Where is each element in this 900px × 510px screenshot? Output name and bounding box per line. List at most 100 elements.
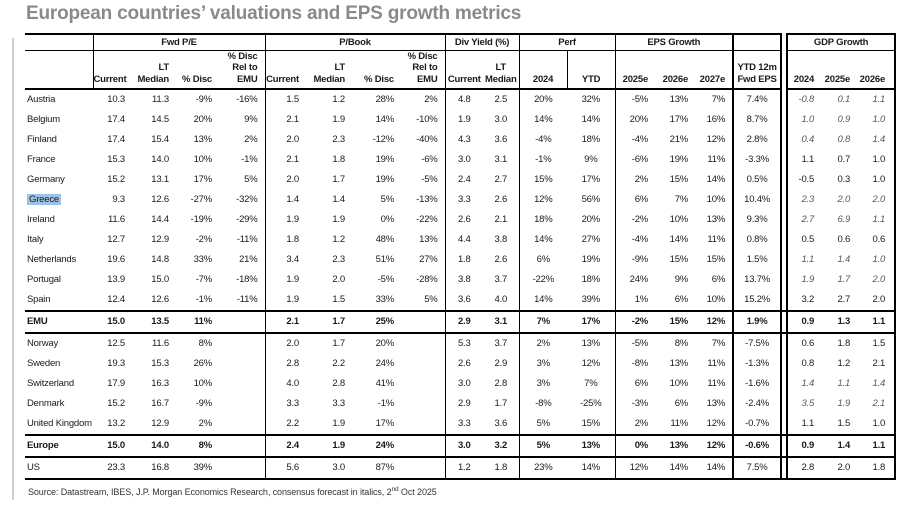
p-book-current: 2.1 — [265, 310, 311, 335]
fwd-pe-disc: -19% — [190, 214, 213, 226]
p-book-lt-median: 1.2 — [332, 234, 345, 246]
p-book-disc-rel-emu — [401, 310, 446, 335]
eps-growth-2026e: 6% — [674, 294, 689, 306]
country: Ireland — [27, 214, 55, 226]
fwd-pe-disc: 2% — [198, 418, 213, 430]
fwd-pe-disc-rel-emu: 9% — [219, 110, 266, 131]
eps-growth-2026e: 13% — [669, 94, 689, 106]
eps-growth-2026e: 10% — [669, 378, 689, 390]
fwd-pe-disc-rel-emu — [219, 394, 266, 415]
perf-ytd: 14% — [567, 110, 616, 131]
gdp-2024: 3.5 — [786, 394, 824, 415]
table-row-italy: Italy 12.7 12.9 -2% -11% 1.8 1.2 48% 13% 4.4 3.8 14… — [25, 230, 897, 251]
gdp-2024: 1.9 — [786, 270, 824, 291]
subheader-gdp-2024: 2024 — [786, 50, 824, 91]
eps-growth-2027e: 15% — [695, 250, 735, 271]
eps-growth-2026e: 15% — [669, 174, 689, 186]
eps-growth-2026e: 15% — [669, 254, 689, 266]
country: Germany — [27, 174, 65, 186]
subheader-fwdpe-lt-median: LT Median — [137, 50, 181, 91]
perf-ytd: 15% — [567, 414, 616, 436]
fwd-pe-current: 15.0 — [93, 434, 137, 459]
eps-growth-2027e: 14% — [695, 170, 735, 191]
div-yield-current: 2.6 — [457, 358, 471, 370]
perf-ytd: 56% — [567, 190, 616, 211]
perf-2024: 14% — [534, 294, 553, 306]
table-row-belgium: Belgium 17.4 14.5 20% 9% 2.1 1.9 14% -10% 1.9 3.0 1… — [25, 110, 897, 131]
table-row-us: US 23.3 16.8 39% 5.6 3.0 87% 1.2 1.8 23% 14% 12% 14%… — [25, 456, 897, 481]
eps-growth-2027e: 10% — [695, 290, 735, 312]
div-yield-current: 1.8 — [457, 254, 471, 266]
p-book-current: 4.0 — [286, 378, 299, 390]
eps-growth-2026e: 19% — [669, 154, 689, 166]
perf-2024: 2% — [519, 332, 568, 355]
div-yield-lt-median: 2.6 — [483, 250, 520, 271]
p-book-disc: 41% — [375, 378, 395, 390]
ytd-12m-fwd-eps: -7.5% — [733, 332, 783, 355]
gdp-2024: 0.5 — [786, 230, 824, 251]
fwd-pe-lt-median: 16.7 — [151, 398, 169, 410]
group-header-div-yield: Div Yield (%) — [445, 33, 520, 51]
fwd-pe-lt-median: 14.0 — [137, 434, 181, 459]
source-note: Source: Datastream, IBES, J.P. Morgan Ec… — [28, 486, 437, 497]
fwd-pe-lt-median: 11.3 — [152, 94, 169, 106]
subheader-ytd-12m-fwd-eps: YTD 12m Fwd EPS — [733, 50, 783, 91]
div-yield-current: 2.4 — [457, 174, 471, 186]
perf-2024: 14% — [534, 114, 553, 126]
div-yield-lt-median: 3.1 — [483, 150, 520, 171]
gdp-2026e: 0.6 — [859, 230, 897, 251]
div-yield-lt-median: 3.8 — [483, 230, 520, 251]
eps-growth-2025e: -8% — [631, 358, 649, 370]
country: Switzerland — [27, 378, 74, 390]
p-book-disc-rel-emu: -10% — [401, 110, 446, 131]
gdp-2024: 0.6 — [786, 332, 824, 355]
div-yield-current: 4.8 — [457, 94, 471, 106]
gdp-2025e: 0.3 — [837, 174, 851, 186]
country: Austria — [27, 94, 56, 106]
fwd-pe-disc-rel-emu — [219, 456, 266, 481]
eps-growth-2026e: 9% — [674, 274, 689, 286]
fwd-pe-disc: 26% — [193, 358, 213, 370]
perf-ytd: 14% — [567, 456, 616, 481]
div-yield-lt-median: 2.6 — [483, 190, 520, 211]
p-book-current: 2.0 — [286, 134, 299, 146]
fwd-pe-lt-median: 16.8 — [137, 456, 181, 481]
div-yield-lt-median: 3.6 — [483, 414, 520, 436]
table-row-denmark: Denmark 15.2 16.7 -9% 3.3 3.3 -1% 2.9 1.7 -8% -25%… — [25, 394, 897, 415]
perf-ytd: 17% — [567, 310, 616, 335]
fwd-pe-current: 12.5 — [93, 332, 137, 355]
perf-2024: 3% — [536, 358, 551, 370]
perf-ytd: 39% — [567, 290, 616, 312]
eps-growth-2025e: 0% — [615, 434, 656, 459]
p-book-disc: 24% — [357, 434, 401, 459]
country: Italy — [27, 234, 44, 246]
ytd-12m-fwd-eps: 0.8% — [733, 230, 783, 251]
fwd-pe-current: 17.4 — [107, 114, 125, 126]
gdp-2025e: 0.7 — [837, 154, 851, 166]
fwd-pe-current: 12.4 — [107, 294, 125, 306]
eps-growth-2026e: 10% — [669, 214, 689, 226]
p-book-disc: 17% — [375, 418, 395, 430]
perf-ytd: 17% — [567, 170, 616, 191]
fwd-pe-lt-median: 16.3 — [151, 378, 169, 390]
gdp-2025e: 1.2 — [837, 358, 851, 370]
table-body: Austria 10.3 11.3 -9% -16% 1.5 1.2 28% 2% 4.8 2.5 2… — [25, 89, 897, 481]
gdp-2025e: 2.0 — [837, 194, 851, 206]
eps-growth-2026e: 14% — [655, 456, 696, 481]
gdp-2026e: 1.1 — [859, 210, 897, 231]
fwd-pe-disc: -27% — [190, 194, 213, 206]
fwd-pe-lt-median: 12.9 — [151, 418, 169, 430]
fwd-pe-disc-rel-emu: -29% — [219, 210, 266, 231]
fwd-pe-disc: -7% — [195, 274, 212, 286]
perf-ytd: 9% — [567, 150, 616, 171]
eps-growth-2027e: 16% — [695, 110, 735, 131]
fwd-pe-lt-median: 14.8 — [151, 254, 169, 266]
gdp-2026e: 1.0 — [859, 250, 897, 271]
p-book-lt-median: 1.9 — [332, 418, 345, 430]
eps-growth-2026e: 13% — [655, 434, 696, 459]
div-yield-lt-median: 2.1 — [483, 210, 520, 231]
eps-growth-2027e: 10% — [695, 190, 735, 211]
fwd-pe-lt-median: 12.9 — [151, 234, 169, 246]
perf-2024: 20% — [534, 94, 553, 106]
perf-ytd: 7% — [567, 374, 616, 395]
